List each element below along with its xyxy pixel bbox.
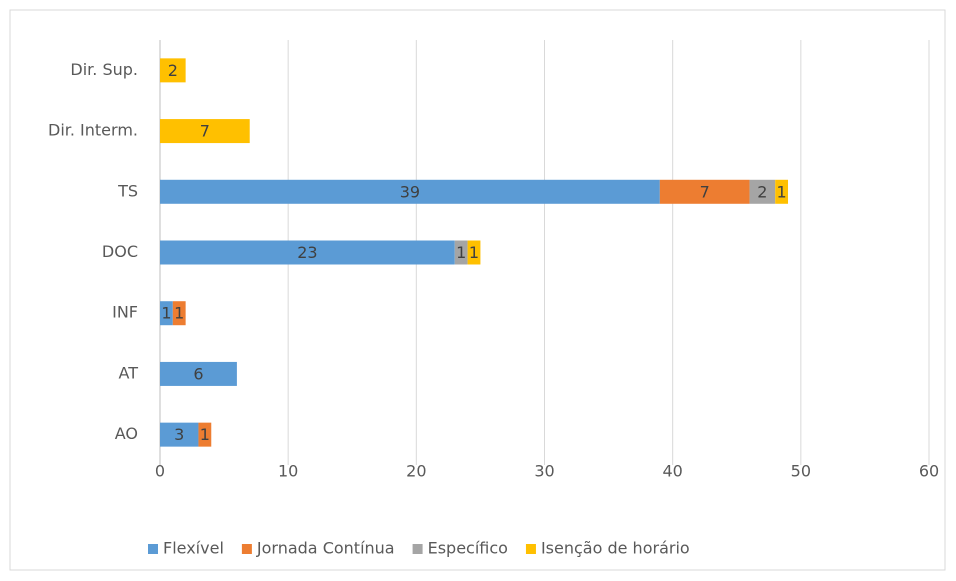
data-label: 7 bbox=[700, 182, 710, 201]
bar-segment bbox=[160, 179, 660, 204]
bar-segment bbox=[454, 240, 468, 265]
y-tick-label: AT bbox=[119, 363, 139, 382]
x-tick-label: 20 bbox=[406, 462, 426, 481]
x-tick-label: 60 bbox=[919, 462, 939, 481]
data-label: 1 bbox=[456, 243, 466, 262]
data-label: 1 bbox=[469, 243, 479, 262]
data-label: 1 bbox=[200, 425, 210, 444]
y-tick-label: INF bbox=[112, 303, 138, 322]
y-tick-label: DOC bbox=[102, 242, 138, 261]
bar-segment bbox=[467, 240, 481, 265]
legend-swatch bbox=[525, 544, 536, 554]
data-label: 1 bbox=[174, 304, 184, 323]
data-label: 6 bbox=[193, 364, 203, 383]
legend-swatch bbox=[148, 544, 158, 554]
data-label: 7 bbox=[200, 122, 210, 141]
y-tick-label: Dir. Interm. bbox=[48, 121, 138, 140]
bar-segment bbox=[160, 361, 237, 386]
bar-segment bbox=[749, 179, 776, 204]
x-tick-label: 0 bbox=[155, 462, 165, 481]
data-label: 23 bbox=[297, 243, 317, 262]
legend-label: Jornada Contínua bbox=[256, 539, 395, 558]
data-label: 1 bbox=[777, 182, 787, 201]
bar-segment bbox=[775, 179, 789, 204]
data-label: 2 bbox=[168, 61, 178, 80]
bar-segment bbox=[172, 301, 186, 326]
data-label: 3 bbox=[174, 425, 184, 444]
bar-segment bbox=[160, 240, 455, 265]
bar-segment bbox=[659, 179, 750, 204]
x-tick-label: 30 bbox=[534, 462, 554, 481]
y-tick-label: AO bbox=[115, 424, 138, 443]
data-label: 39 bbox=[400, 182, 420, 201]
x-tick-label: 40 bbox=[662, 462, 682, 481]
bar-segment bbox=[160, 422, 199, 447]
y-tick-label: TS bbox=[117, 181, 138, 200]
data-label: 1 bbox=[161, 304, 171, 323]
x-tick-label: 10 bbox=[278, 462, 298, 481]
chart-frame bbox=[9, 9, 946, 571]
legend-label: Isenção de horário bbox=[541, 539, 690, 558]
legend-label: Flexível bbox=[163, 539, 224, 558]
x-tick-label: 50 bbox=[791, 462, 811, 481]
legend-swatch bbox=[412, 544, 423, 554]
bar-segment bbox=[160, 58, 186, 83]
bar-segment bbox=[198, 422, 212, 447]
bar-segment bbox=[160, 119, 250, 144]
data-label: 2 bbox=[757, 182, 767, 201]
bar-segment bbox=[160, 301, 173, 326]
legend-swatch bbox=[241, 544, 252, 554]
y-tick-label: Dir. Sup. bbox=[70, 60, 138, 79]
legend-label: Específico bbox=[428, 539, 508, 558]
